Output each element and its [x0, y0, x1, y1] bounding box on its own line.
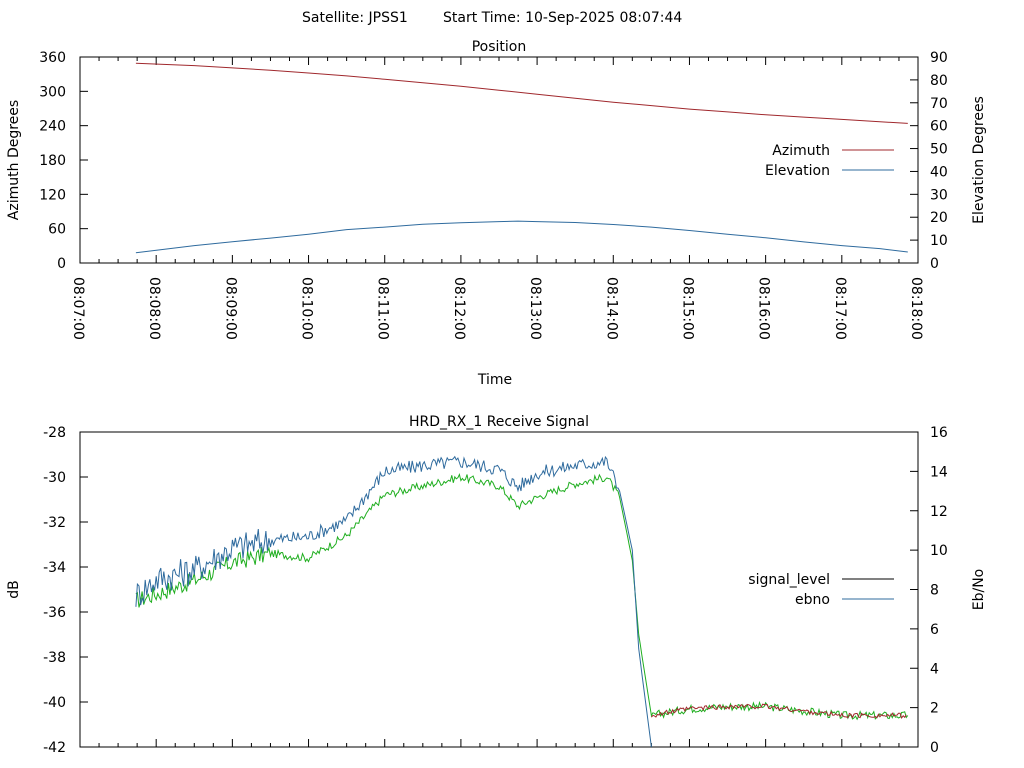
header-start-time: Start Time: 10-Sep-2025 08:07:44: [443, 10, 682, 26]
position-x-tick-label: 08:15:00: [679, 277, 695, 340]
position-y2-tick-label: 70: [930, 96, 948, 112]
signal-y-axis-label: dB: [6, 580, 22, 599]
position-y-tick-label: 240: [39, 119, 66, 135]
position-plot: Position 0 60 120 180 240 300 360 0 10 20 30 40 50 60 7…: [6, 39, 987, 388]
signal-y-tick-label: -32: [43, 515, 66, 531]
position-plot-frame: [79, 56, 919, 264]
signal-y2-tick-label: 12: [930, 504, 948, 520]
position-y-axis-label: Azimuth Degrees: [6, 100, 22, 220]
position-y2-tick-label: 10: [930, 233, 948, 249]
position-y2-tick-label: 20: [930, 210, 948, 226]
position-x-tick-label: 08:12:00: [451, 277, 467, 340]
position-y-tick-label: 360: [39, 50, 66, 66]
signal-y-tick-label: -38: [43, 650, 66, 666]
receive-signal-plot: HRD_RX_1 Receive Signal -42 -40 -38 -36 -34 -3…: [6, 414, 987, 756]
position-x-tick-label: 08:07:00: [70, 277, 86, 340]
signal-y2-tick-label: 0: [930, 740, 939, 756]
signal-legend-label-signal-level: signal_level: [748, 572, 830, 588]
position-x-axis-label: Time: [477, 372, 512, 388]
signal-y-tick-label: -36: [43, 605, 66, 621]
position-x-tick-label: 08:10:00: [299, 277, 315, 340]
signal-y2-tick-label: 2: [930, 701, 939, 717]
position-y-tick-label: 0: [57, 256, 66, 272]
position-legend-label-azimuth: Azimuth: [772, 143, 830, 159]
position-y2-tick-label: 90: [930, 50, 948, 66]
position-x-tick-label: 08:09:00: [222, 277, 238, 340]
signal-y2-tick-label: 14: [930, 464, 948, 480]
position-y2-tick-label: 0: [930, 256, 939, 272]
signal-y2-tick-label: 10: [930, 543, 948, 559]
signal-series-tail: [651, 703, 907, 719]
signal-legend-label-ebno: ebno: [795, 592, 830, 608]
position-y-tick-label: 180: [39, 153, 66, 169]
position-y2-tick-label: 50: [930, 142, 948, 158]
position-x-tick-label: 08:18:00: [908, 277, 924, 340]
position-x-tick-label: 08:14:00: [603, 277, 619, 340]
signal-y-tick-label: -30: [43, 470, 66, 486]
position-y2-axis-label: Elevation Degrees: [971, 96, 987, 224]
header-satellite: Satellite: JPSS1: [302, 10, 408, 26]
signal-y-tick-label: -42: [43, 740, 66, 756]
signal-series-ebno: [135, 455, 652, 748]
position-legend-label-elevation: Elevation: [765, 163, 830, 179]
position-x-tick-label: 08:11:00: [375, 277, 391, 340]
position-y2-tick-label: 80: [930, 73, 948, 89]
signal-y-tick-label: -28: [43, 425, 66, 441]
signal-chart-title: HRD_RX_1 Receive Signal: [409, 414, 589, 430]
position-y2-tick-label: 60: [930, 119, 948, 135]
signal-y2-axis-label: Eb/No: [971, 569, 987, 611]
position-series-azimuth: [135, 62, 908, 124]
position-x-tick-label: 08:17:00: [832, 277, 848, 340]
signal-y2-tick-label: 16: [930, 425, 948, 441]
position-x-tick-label: 08:13:00: [527, 277, 543, 340]
signal-y-tick-label: -34: [43, 560, 66, 576]
signal-series-signal-level: [135, 473, 909, 721]
position-y2-tick-label: 40: [930, 164, 948, 180]
position-y-tick-label: 120: [39, 187, 66, 203]
position-y2-tick-label: 30: [930, 187, 948, 203]
position-series-elevation: [135, 220, 908, 254]
position-x-tick-label: 08:08:00: [146, 277, 162, 340]
signal-y2-tick-label: 4: [930, 661, 939, 677]
signal-y-tick-label: -40: [43, 695, 66, 711]
signal-y2-tick-label: 8: [930, 583, 939, 599]
position-x-tick-label: 08:16:00: [756, 277, 772, 340]
position-chart-title: Position: [472, 39, 527, 55]
position-y-tick-label: 60: [48, 222, 66, 238]
signal-y2-tick-label: 6: [930, 622, 939, 638]
signal-plot-frame: [79, 431, 919, 748]
position-y-tick-label: 300: [39, 84, 66, 100]
